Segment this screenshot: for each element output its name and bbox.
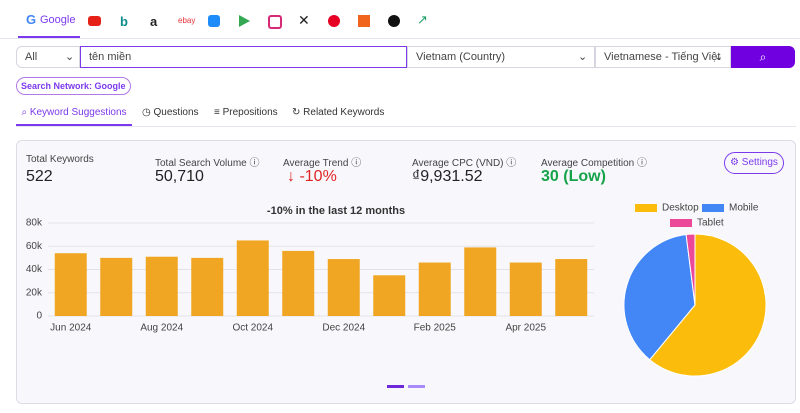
bar [54, 253, 87, 316]
subtab-label: Questions [153, 107, 199, 118]
google-icon: G [26, 12, 37, 27]
top-tabs: G Google b a ebay ✕ ↗ [0, 0, 800, 39]
pinterest-icon[interactable] [328, 15, 340, 27]
settings-label: Settings [741, 157, 778, 168]
pie-slice [685, 233, 696, 306]
stat-label: Total Keywords [26, 154, 94, 165]
y-tick-label: 40k [26, 264, 43, 275]
y-tick-label: 0 [36, 311, 42, 322]
subtab[interactable]: ↻ Related Keywords [292, 107, 385, 118]
legend-label: Tablet [697, 218, 724, 229]
stat-value: 30 (Low) [541, 168, 606, 185]
label: Average Trend [283, 158, 349, 169]
stat-value: ↓ -10% [287, 168, 337, 185]
x-icon[interactable]: ✕ [298, 12, 310, 28]
legend-swatch [635, 204, 657, 212]
search-button[interactable]: ⌕ [731, 46, 795, 68]
subtabs: ⌕ Keyword Suggestions ◷ Questions ≡ Prep… [16, 102, 796, 127]
query: tên miền [89, 51, 132, 63]
label: Total Search Volume [155, 158, 247, 169]
y-tick-label: 20k [26, 287, 43, 298]
bar [327, 259, 360, 316]
chart-title: -10% in the last 12 months [267, 205, 405, 217]
instagram-icon[interactable] [268, 15, 282, 29]
bing-icon[interactable]: b [120, 14, 128, 29]
trend-icon[interactable]: ↗ [417, 12, 428, 27]
bar [236, 240, 269, 316]
bar [555, 259, 588, 316]
tab-label: Google [40, 14, 76, 26]
page-dot[interactable] [408, 385, 425, 388]
google-tab[interactable]: G Google [18, 0, 80, 38]
bar [100, 257, 133, 316]
pie-slice [649, 233, 767, 377]
page-dot-active[interactable] [387, 385, 404, 388]
bar [509, 262, 542, 316]
stat-label: Average CPC (VND) ⓘ [412, 158, 517, 169]
bar [282, 250, 315, 316]
bar [191, 257, 224, 316]
language: Vietnamese - Tiếng Việt [604, 51, 721, 63]
legend-label: Desktop [662, 203, 699, 214]
subtab-label: Keyword Suggestions [29, 107, 127, 118]
stat-value: 50,710 [155, 168, 204, 185]
play-icon[interactable] [239, 15, 250, 27]
network-pill[interactable]: Search Network: Google [16, 77, 131, 95]
x-tick-label: Feb 2025 [414, 323, 457, 334]
subtab-active[interactable]: ⌕ Keyword Suggestions [16, 102, 132, 126]
country-select[interactable]: Vietnam (Country) ⌄ [407, 46, 595, 68]
stat-value: ₫9,931.52 [412, 168, 483, 185]
x-tick-label: Aug 2024 [140, 323, 183, 334]
label: Average CPC (VND) [412, 158, 504, 169]
stat-label: Average Competition ⓘ [541, 158, 647, 169]
x-tick-label: Dec 2024 [322, 323, 365, 334]
bar [464, 247, 497, 316]
language-select[interactable]: Vietnamese - Tiếng Việt ⌄ [595, 46, 731, 68]
x-tick-label: Apr 2025 [505, 323, 546, 334]
legend-swatch [702, 204, 724, 212]
stat-label: Average Trend ⓘ [283, 158, 362, 169]
settings-button[interactable]: ⚙ Settings [724, 152, 784, 174]
appstore-icon[interactable] [208, 15, 220, 27]
y-tick-label: 80k [26, 218, 43, 229]
scope: All [25, 51, 38, 63]
subtab-label: Related Keywords [303, 107, 385, 118]
tiktok-icon[interactable] [388, 15, 400, 27]
label: Average Competition [541, 158, 635, 169]
x-tick-label: Jun 2024 [50, 323, 92, 334]
chevron: ⌄ [714, 51, 724, 63]
bar [145, 256, 178, 316]
stat-label: Total Search Volume ⓘ [155, 158, 260, 169]
youtube-icon[interactable] [88, 16, 101, 26]
amazon-icon[interactable]: a [150, 14, 158, 29]
etsy-icon[interactable] [358, 15, 370, 27]
chevron: ⌄ [65, 51, 75, 63]
country: Vietnam (Country) [416, 51, 506, 63]
query-input[interactable]: tên miền [80, 46, 407, 68]
bar [373, 275, 406, 316]
x-tick-label: Oct 2024 [232, 323, 273, 334]
subtab[interactable]: ≡ Prepositions [214, 107, 278, 118]
ebay-icon[interactable]: ebay [178, 16, 196, 25]
pie-slice [623, 234, 696, 361]
bar [418, 262, 451, 316]
legend-swatch [670, 219, 692, 227]
scope-select[interactable]: All ⌄ [16, 46, 80, 68]
y-tick-label: 60k [26, 241, 43, 252]
subtab-label: Prepositions [222, 107, 278, 118]
subtab[interactable]: ◷ Questions [142, 107, 199, 118]
chevron: ⌄ [578, 51, 588, 63]
stat-value: 522 [26, 168, 53, 185]
legend-label: Mobile [729, 203, 759, 214]
